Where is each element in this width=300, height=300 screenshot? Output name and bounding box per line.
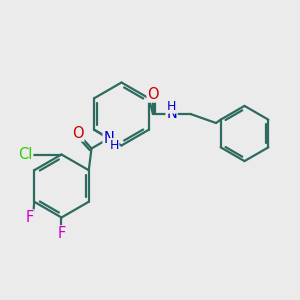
Text: F: F — [26, 210, 34, 225]
Text: H: H — [109, 139, 119, 152]
Text: Cl: Cl — [18, 147, 33, 162]
Text: F: F — [57, 226, 66, 241]
Text: N: N — [103, 131, 114, 146]
Text: N: N — [166, 106, 177, 122]
Text: O: O — [147, 87, 159, 102]
Text: H: H — [167, 100, 176, 113]
Text: O: O — [72, 126, 84, 141]
